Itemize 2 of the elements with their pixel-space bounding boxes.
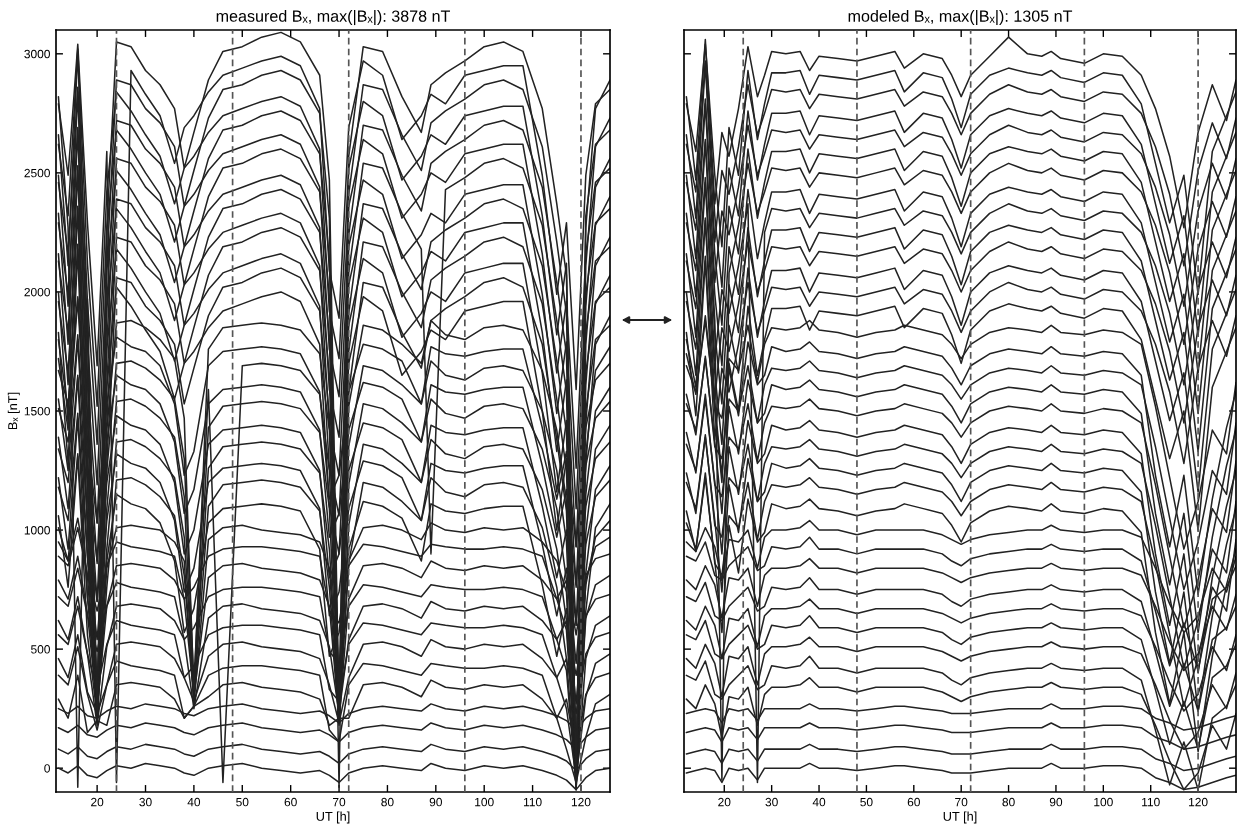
chart-title: measured Bₓ, max(|Bₓ|): 3878 nT xyxy=(216,9,451,26)
chart-title: modeled Bₓ, max(|Bₓ|): 1305 nT xyxy=(848,9,1073,26)
